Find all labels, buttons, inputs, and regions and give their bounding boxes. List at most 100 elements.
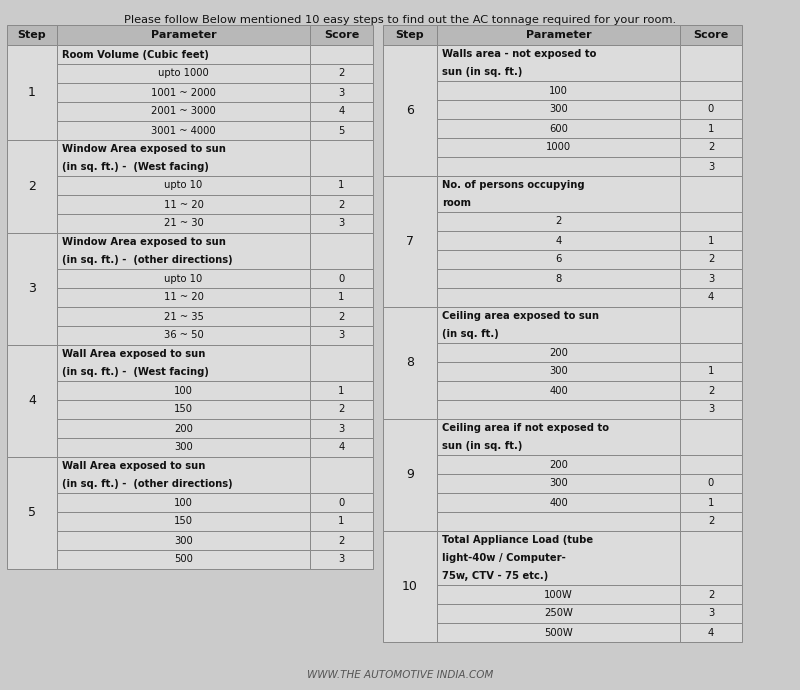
Text: 4: 4: [555, 235, 562, 246]
Bar: [437, 623, 680, 642]
Bar: [680, 288, 742, 307]
Bar: [680, 343, 742, 362]
Text: 1: 1: [338, 517, 345, 526]
Text: 2: 2: [708, 386, 714, 395]
Text: (in sq. ft.): (in sq. ft.): [442, 329, 498, 339]
Text: 3: 3: [338, 219, 345, 228]
Bar: [437, 381, 680, 400]
Bar: [310, 550, 373, 569]
Text: 1001 ~ 2000: 1001 ~ 2000: [151, 88, 216, 97]
Bar: [57, 345, 310, 381]
Text: 0: 0: [708, 104, 714, 115]
Bar: [7, 457, 57, 569]
Bar: [680, 512, 742, 531]
Bar: [680, 381, 742, 400]
Bar: [310, 25, 373, 45]
Bar: [680, 250, 742, 269]
Text: Score: Score: [694, 30, 729, 40]
Bar: [680, 531, 742, 585]
Text: Window Area exposed to sun: Window Area exposed to sun: [62, 144, 226, 154]
Bar: [310, 345, 373, 381]
Text: 3: 3: [28, 282, 36, 295]
Text: 1: 1: [28, 86, 36, 99]
Text: 100: 100: [549, 86, 568, 95]
Text: 4: 4: [28, 395, 36, 408]
Bar: [310, 457, 373, 493]
Bar: [57, 550, 310, 569]
Bar: [437, 212, 680, 231]
Bar: [437, 119, 680, 138]
Bar: [680, 81, 742, 100]
Text: 2: 2: [338, 535, 345, 546]
Text: 0: 0: [338, 497, 345, 508]
Text: 8: 8: [555, 273, 562, 284]
Bar: [7, 140, 57, 233]
Text: 300: 300: [549, 366, 568, 377]
Text: 1: 1: [708, 124, 714, 133]
Bar: [383, 45, 437, 176]
Bar: [310, 121, 373, 140]
Text: 150: 150: [174, 404, 193, 415]
Bar: [310, 438, 373, 457]
Text: 100: 100: [174, 497, 193, 508]
Text: 2: 2: [555, 217, 562, 226]
Text: 75w, CTV - 75 etc.): 75w, CTV - 75 etc.): [442, 571, 548, 581]
Text: 200: 200: [549, 460, 568, 469]
Bar: [57, 195, 310, 214]
Text: (in sq. ft.) -  (West facing): (in sq. ft.) - (West facing): [62, 162, 209, 172]
Text: 8: 8: [406, 357, 414, 370]
Text: 400: 400: [549, 497, 568, 508]
Bar: [680, 269, 742, 288]
Text: 100: 100: [174, 386, 193, 395]
Text: No. of persons occupying: No. of persons occupying: [442, 180, 585, 190]
Text: 2: 2: [338, 311, 345, 322]
Text: 4: 4: [708, 627, 714, 638]
Bar: [680, 623, 742, 642]
Text: 5: 5: [338, 126, 345, 135]
Text: 3: 3: [708, 273, 714, 284]
Text: 1: 1: [338, 386, 345, 395]
Text: 500W: 500W: [544, 627, 573, 638]
Text: 2: 2: [28, 180, 36, 193]
Text: (in sq. ft.) -  (other directions): (in sq. ft.) - (other directions): [62, 479, 233, 489]
Text: Score: Score: [324, 30, 359, 40]
Text: 6: 6: [555, 255, 562, 264]
Text: 10: 10: [402, 580, 418, 593]
Bar: [437, 400, 680, 419]
Text: Ceiling area if not exposed to: Ceiling area if not exposed to: [442, 423, 609, 433]
Bar: [57, 214, 310, 233]
Bar: [383, 419, 437, 531]
Bar: [57, 25, 310, 45]
Bar: [437, 474, 680, 493]
Bar: [310, 176, 373, 195]
Text: WWW.THE AUTOMOTIVE INDIA.COM: WWW.THE AUTOMOTIVE INDIA.COM: [307, 670, 493, 680]
Text: Walls area - not exposed to: Walls area - not exposed to: [442, 49, 596, 59]
Text: 2001 ~ 3000: 2001 ~ 3000: [151, 106, 216, 117]
Bar: [680, 493, 742, 512]
Text: 200: 200: [174, 424, 193, 433]
Text: 6: 6: [406, 104, 414, 117]
Text: 2: 2: [708, 589, 714, 600]
Bar: [310, 214, 373, 233]
Bar: [383, 531, 437, 642]
Bar: [680, 25, 742, 45]
Text: 3001 ~ 4000: 3001 ~ 4000: [151, 126, 216, 135]
Bar: [680, 138, 742, 157]
Text: 2: 2: [708, 143, 714, 152]
Bar: [437, 157, 680, 176]
Bar: [437, 100, 680, 119]
Bar: [680, 176, 742, 212]
Text: upto 1000: upto 1000: [158, 68, 209, 79]
Bar: [437, 81, 680, 100]
Text: 3: 3: [708, 161, 714, 172]
Bar: [437, 307, 680, 343]
Text: 150: 150: [174, 517, 193, 526]
Bar: [310, 326, 373, 345]
Text: 3: 3: [338, 555, 345, 564]
Text: upto 10: upto 10: [164, 181, 202, 190]
Bar: [437, 45, 680, 81]
Bar: [310, 64, 373, 83]
Text: Room Volume (Cubic feet): Room Volume (Cubic feet): [62, 50, 209, 59]
Bar: [57, 326, 310, 345]
Bar: [437, 176, 680, 212]
